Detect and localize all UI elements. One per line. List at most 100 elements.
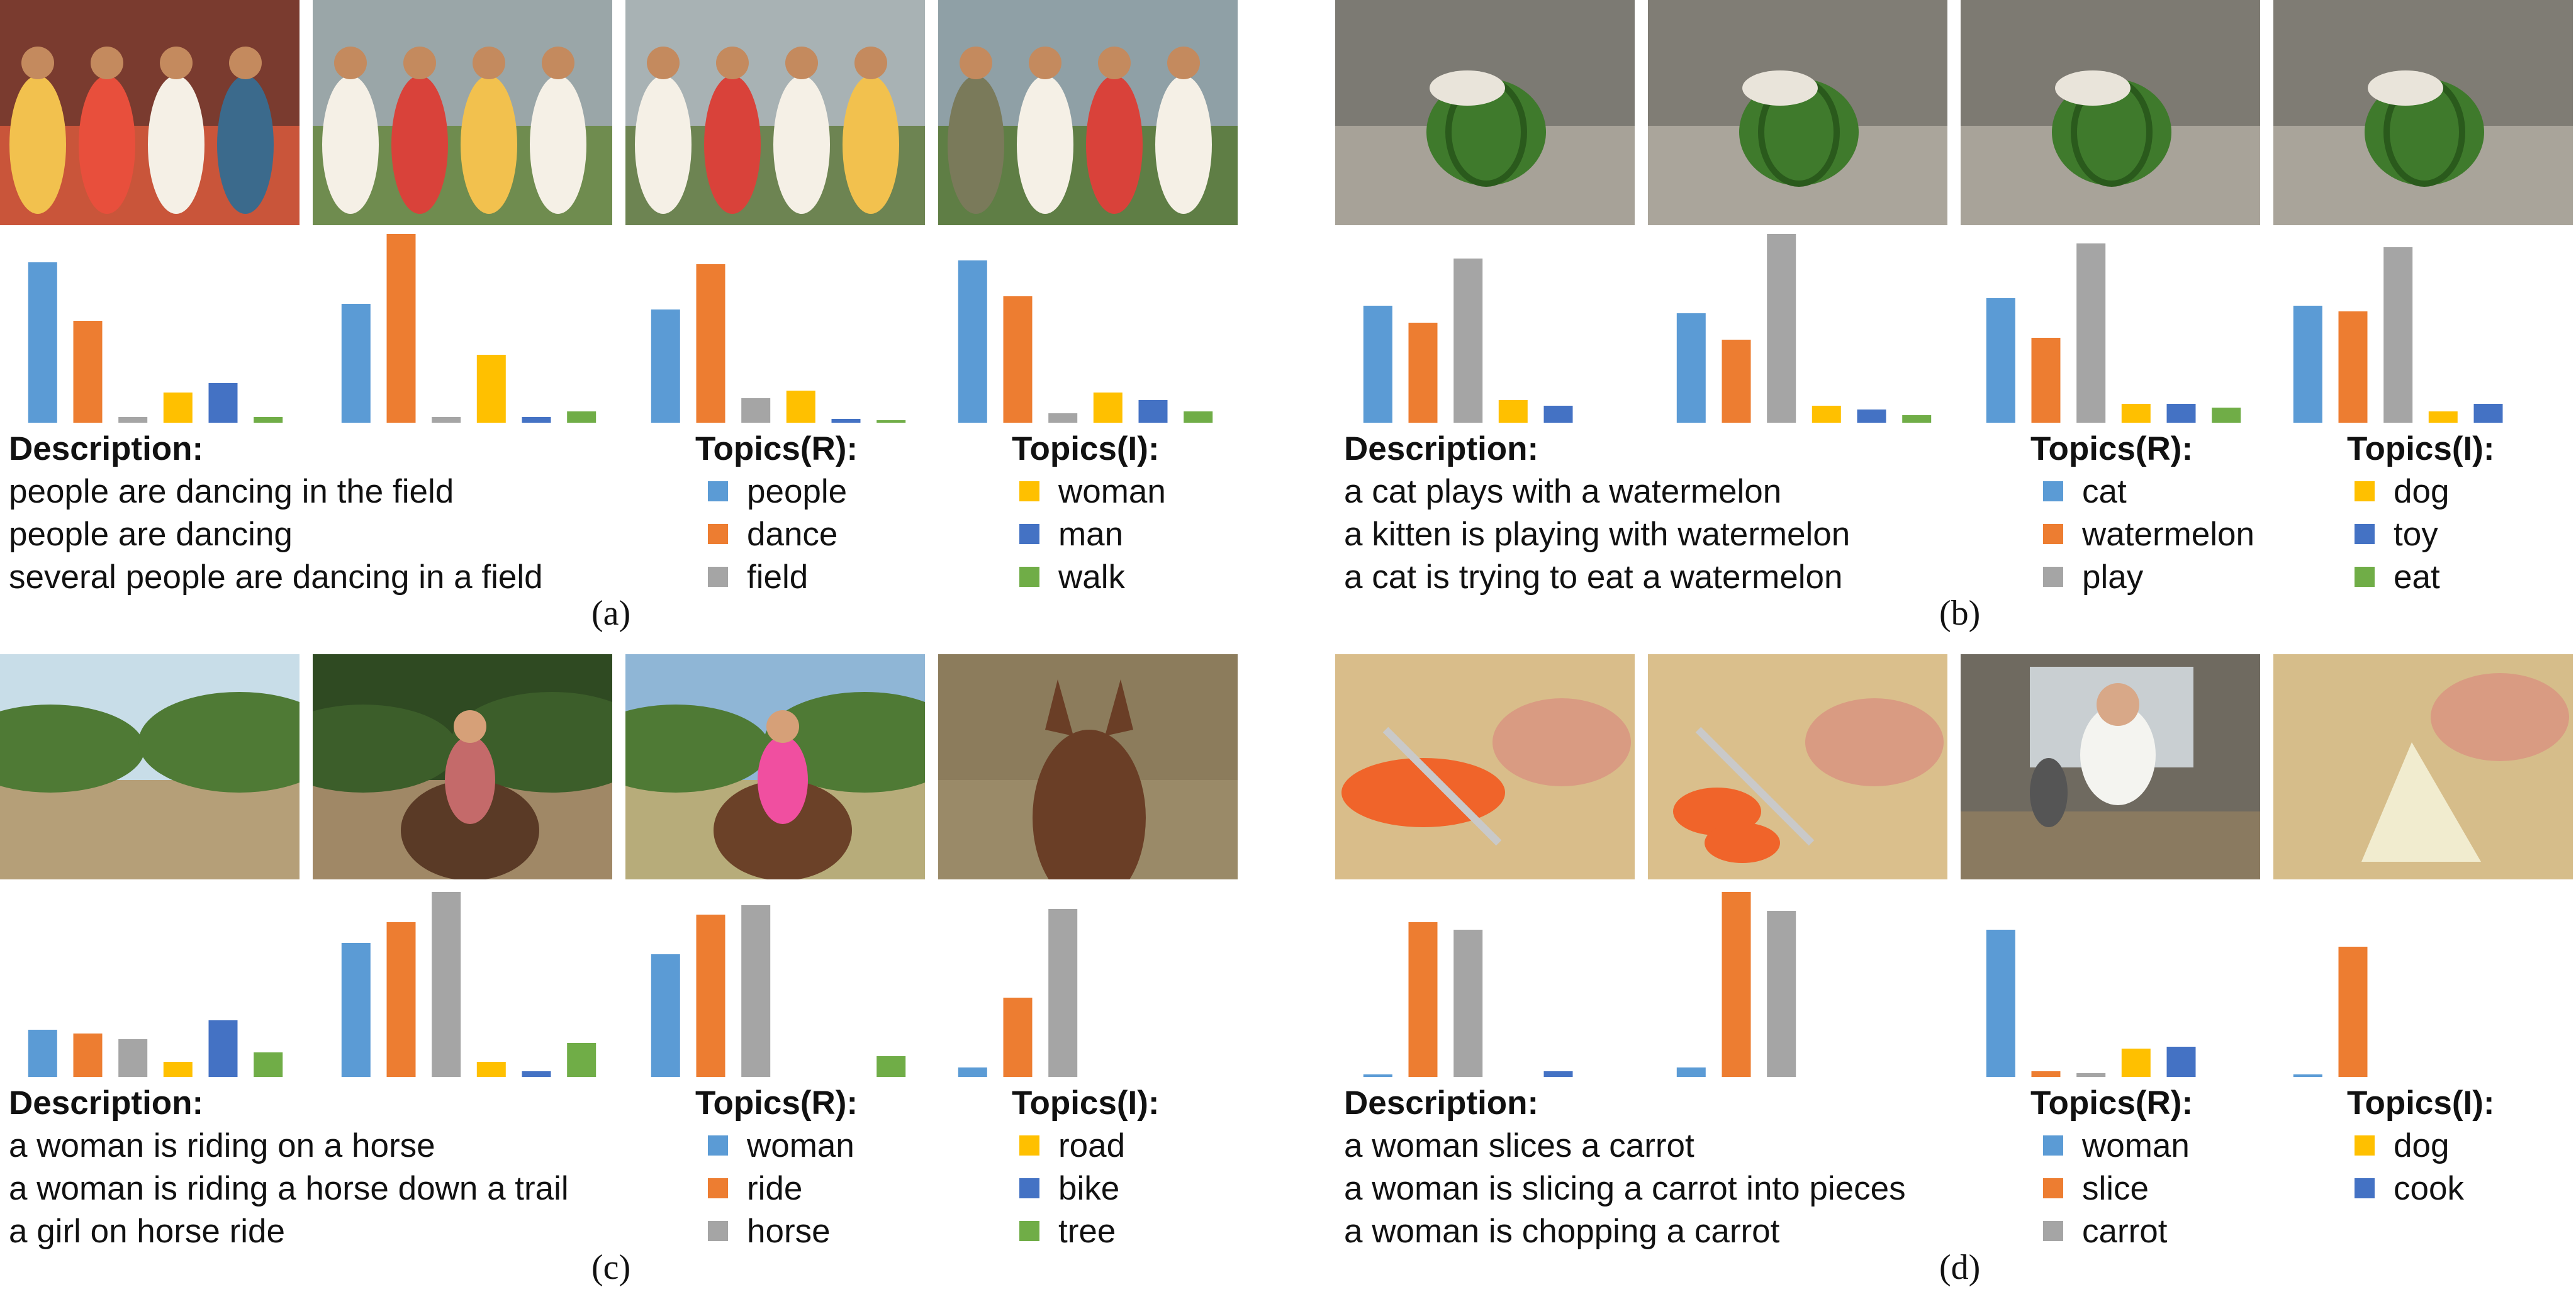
legend-swatch xyxy=(2355,1135,2375,1156)
bar-dark_blue xyxy=(522,417,551,423)
bar-blue xyxy=(651,309,680,423)
topic-r-item: carrot xyxy=(2043,1210,2167,1253)
bar-blue xyxy=(341,304,371,423)
topics-i-heading: Topics(I): xyxy=(1012,430,1160,467)
bar-gray xyxy=(1453,259,1483,423)
bar-gray xyxy=(118,417,148,423)
topics-i-heading: Topics(I): xyxy=(2347,430,2495,467)
bar-yellow xyxy=(163,1062,193,1077)
bar-blue xyxy=(1986,930,2015,1077)
description-line: people are dancing xyxy=(9,516,293,553)
topics-r-heading: Topics(R): xyxy=(2030,430,2193,467)
topic-r-item: ride xyxy=(708,1167,802,1210)
bar-green xyxy=(1184,411,1213,423)
legend-swatch xyxy=(2043,1178,2063,1198)
bar-orange xyxy=(73,321,103,423)
topic-i-label: dog xyxy=(2394,1127,2450,1164)
bar-gray xyxy=(2076,243,2106,423)
legend-swatch xyxy=(2043,524,2063,544)
bamboo-shoot-frame xyxy=(2273,654,2573,879)
topic-bar-chart-d-4 xyxy=(2292,881,2562,1077)
topics-r-heading: Topics(R): xyxy=(695,1084,858,1122)
topic-r-label: play xyxy=(2082,559,2144,596)
legend-swatch xyxy=(1019,524,1039,544)
topic-i-label: road xyxy=(1058,1127,1126,1164)
bar-yellow xyxy=(476,1062,506,1077)
legend-swatch xyxy=(708,1135,728,1156)
topic-r-item: woman xyxy=(708,1125,854,1167)
bar-green xyxy=(876,1056,906,1077)
carrot-slice-frame-1 xyxy=(1335,654,1635,879)
bar-blue xyxy=(1363,306,1392,423)
bar-blue xyxy=(1676,313,1706,423)
bar-dark_blue xyxy=(831,419,861,423)
dancers-man-frame xyxy=(938,0,1238,225)
topic-r-item: people xyxy=(708,471,847,513)
bar-orange xyxy=(2338,947,2368,1077)
topic-r-label: people xyxy=(747,473,848,510)
bar-blue xyxy=(2293,306,2322,423)
bar-green xyxy=(567,1043,596,1077)
legend-swatch xyxy=(2355,1178,2375,1198)
bar-gray xyxy=(2076,1073,2106,1077)
topic-i-label: bike xyxy=(1058,1170,1120,1207)
bar-blue xyxy=(958,1067,987,1077)
topic-r-label: carrot xyxy=(2082,1213,2168,1250)
bar-orange xyxy=(1408,323,1438,423)
topic-i-item: tree xyxy=(1019,1210,1116,1253)
bar-orange xyxy=(2031,338,2061,423)
legend-swatch xyxy=(2043,481,2063,501)
bar-blue xyxy=(1676,1067,1706,1077)
bar-blue xyxy=(958,260,987,423)
bar-orange xyxy=(1722,892,1751,1077)
bar-dark_blue xyxy=(1543,406,1573,423)
topic-r-label: slice xyxy=(2082,1170,2149,1207)
bar-gray xyxy=(1048,909,1078,1077)
bar-yellow xyxy=(2121,404,2151,423)
topic-r-item: watermelon xyxy=(2043,513,2254,556)
topics-i-heading: Topics(I): xyxy=(1012,1084,1160,1122)
topic-bar-chart-a-2 xyxy=(340,226,610,423)
kitchen-woman-frame xyxy=(1961,654,2260,879)
bar-orange xyxy=(696,264,725,423)
bar-orange xyxy=(696,915,725,1077)
panel-caption: (a) xyxy=(591,594,631,633)
panel-caption: (c) xyxy=(591,1248,631,1287)
panel-a: Description: people are dancing in the fi… xyxy=(0,0,1284,638)
bar-yellow xyxy=(786,391,815,423)
topics-i-heading: Topics(I): xyxy=(2347,1084,2495,1122)
bar-orange xyxy=(73,1034,103,1077)
bar-dark_blue xyxy=(1138,400,1168,423)
bar-dark_blue xyxy=(1857,410,1886,423)
bar-blue xyxy=(1363,1074,1392,1077)
legend-swatch xyxy=(1019,1178,1039,1198)
topic-r-label: cat xyxy=(2082,473,2127,510)
description-heading: Description: xyxy=(1344,1084,1539,1122)
legend-swatch xyxy=(1019,1135,1039,1156)
legend-swatch xyxy=(708,567,728,587)
topic-r-item: field xyxy=(708,556,808,599)
cat-watermelon-frame-3 xyxy=(1961,0,2260,225)
topic-r-item: slice xyxy=(2043,1167,2149,1210)
bar-gray xyxy=(741,398,771,423)
topic-i-item: man xyxy=(1019,513,1123,556)
description-line: a woman is riding a horse down a trail xyxy=(9,1170,569,1207)
topic-bar-chart-a-1 xyxy=(26,226,297,423)
description-line: a kitten is playing with watermelon xyxy=(1344,516,1851,553)
legend-swatch xyxy=(2355,481,2375,501)
bar-gray xyxy=(1453,930,1483,1077)
topic-i-item: woman xyxy=(1019,471,1166,513)
topic-i-item: dog xyxy=(2355,471,2449,513)
topic-i-label: man xyxy=(1058,516,1124,553)
bar-blue xyxy=(341,943,371,1077)
topic-r-label: field xyxy=(747,559,809,596)
topic-bar-chart-a-4 xyxy=(956,226,1227,423)
bar-orange xyxy=(2031,1071,2061,1077)
legend-swatch xyxy=(2043,1221,2063,1241)
topic-bar-chart-d-1 xyxy=(1362,881,1632,1077)
bar-dark_blue xyxy=(2166,404,2196,423)
bar-green xyxy=(2212,408,2241,423)
bar-green xyxy=(254,1052,283,1077)
bar-orange xyxy=(1003,998,1033,1077)
description-line: a woman is slicing a carrot into pieces xyxy=(1344,1170,1906,1207)
